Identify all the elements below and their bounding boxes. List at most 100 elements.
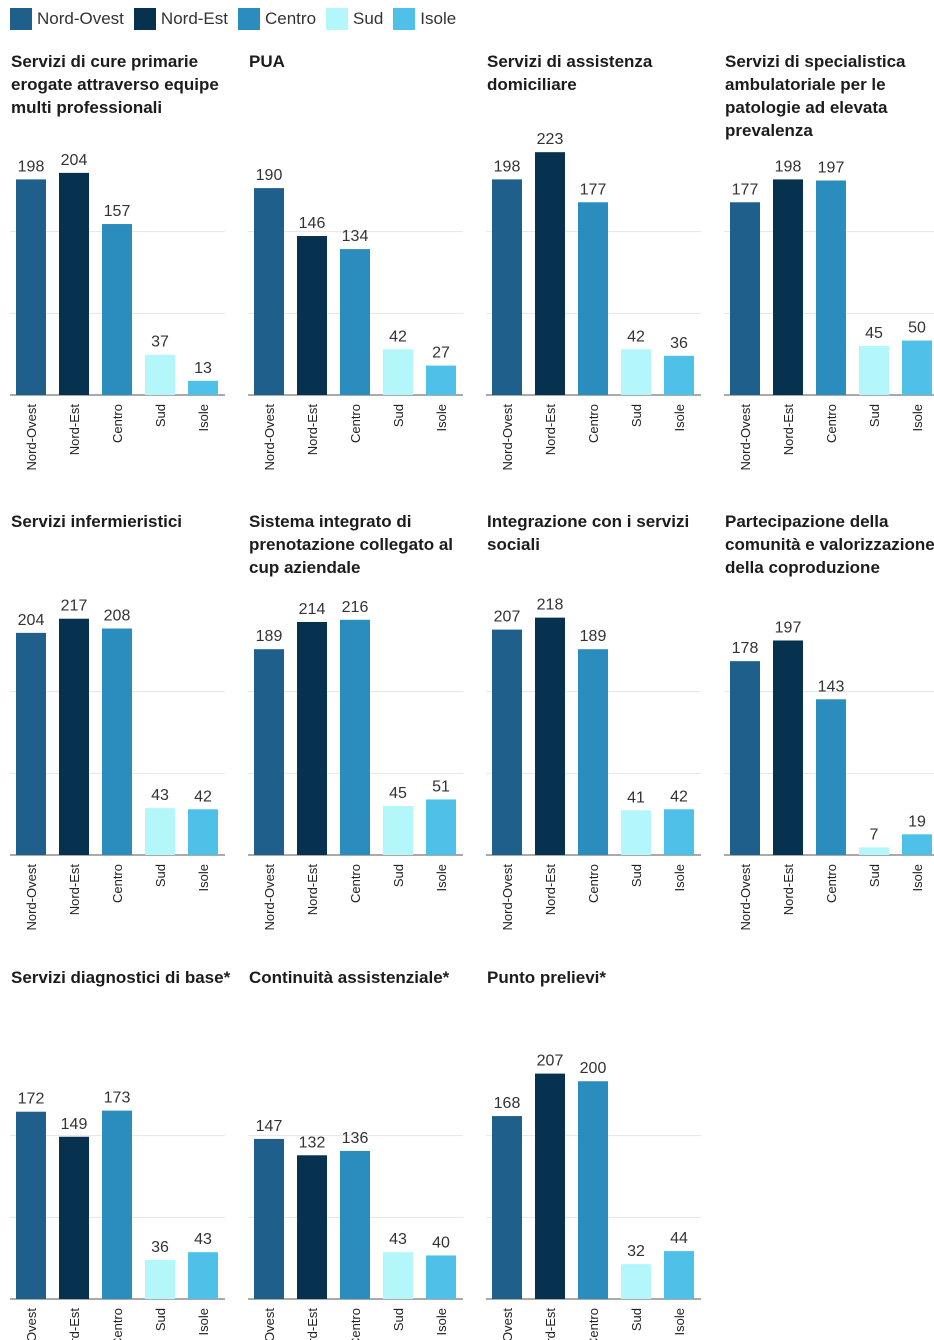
bar-isole	[664, 809, 694, 855]
x-tick-label: Sud	[391, 864, 406, 887]
x-tick-label: Nord-Ovest	[262, 1308, 277, 1340]
x-tick-label: Centro	[110, 404, 125, 443]
value-label: 200	[580, 1060, 607, 1077]
bar-nord-ovest	[730, 202, 760, 395]
x-tick-label: Nord-Ovest	[262, 864, 277, 931]
bar-sud	[383, 1252, 413, 1299]
x-tick-label: Centro	[824, 864, 839, 903]
value-label: 42	[670, 788, 688, 805]
bar-sud	[383, 349, 413, 395]
bar-isole	[426, 799, 456, 855]
x-tick-label: Nord-Est	[67, 404, 82, 456]
legend-label: Nord-Ovest	[37, 9, 124, 28]
bar-chart: 178 Nord-Ovest 197 Nord-Est 143 Centro 7 Sud 19 I…	[724, 619, 934, 930]
bar-nord-ovest	[492, 1116, 522, 1299]
bar-nord-ovest	[16, 1111, 46, 1299]
value-label: 204	[18, 612, 45, 629]
value-label: 168	[494, 1095, 521, 1112]
value-label: 146	[299, 215, 326, 232]
bar-centro	[816, 699, 846, 855]
bar-nord-est	[773, 640, 803, 855]
value-label: 43	[389, 1231, 407, 1248]
x-tick-label: Sud	[629, 1308, 644, 1331]
bar-sud	[145, 1259, 175, 1299]
value-label: 177	[732, 181, 759, 198]
value-label: 136	[342, 1130, 369, 1147]
x-tick-label: Centro	[110, 1308, 125, 1340]
bar-centro	[102, 1110, 132, 1299]
value-label: 208	[104, 608, 131, 625]
bar-sud	[621, 349, 651, 395]
x-tick-label: Isole	[672, 404, 687, 431]
chart-title: PUA	[249, 52, 285, 71]
bar-chart: 189 Nord-Ovest 214 Nord-Est 216 Centro 45 Sud 51…	[248, 599, 463, 930]
value-label: 45	[865, 325, 883, 342]
chart-title: Servizi di assistenza domiciliare	[487, 52, 653, 94]
value-label: 36	[151, 1239, 169, 1256]
value-label: 42	[194, 788, 212, 805]
value-label: 42	[389, 328, 407, 345]
value-label: 197	[775, 619, 802, 636]
x-tick-label: Nord-Ovest	[262, 404, 277, 471]
bar-chart: 190 Nord-Ovest 146 Nord-Est 134 Centro 42 Sud 27…	[248, 167, 463, 470]
bar-nord-est	[59, 1136, 89, 1299]
x-tick-label: Nord-Est	[67, 1308, 82, 1340]
x-tick-label: Centro	[110, 864, 125, 903]
value-label: 50	[908, 320, 926, 337]
value-label: 19	[908, 813, 926, 830]
bar-centro	[102, 224, 132, 395]
value-label: 217	[61, 598, 88, 615]
value-label: 177	[580, 181, 607, 198]
x-tick-label: Nord-Ovest	[24, 864, 39, 931]
legend-label: Sud	[353, 9, 384, 28]
legend: Nord-Ovest Nord-Est Centro Sud Isole	[10, 7, 466, 31]
value-label: 132	[299, 1134, 326, 1151]
legend-swatch-isole	[393, 8, 416, 30]
value-label: 218	[537, 597, 564, 614]
bar-nord-est	[297, 236, 327, 395]
chart-title: Partecipazione della comunità e valorizz…	[725, 512, 934, 577]
legend-swatch-sud	[326, 8, 349, 30]
legend-swatch-centro	[238, 8, 260, 30]
chart-title: Integrazione con i servizi sociali	[487, 512, 690, 554]
x-tick-label: Nord-Ovest	[24, 404, 39, 471]
x-tick-label: Centro	[348, 864, 363, 903]
bar-nord-est	[535, 1073, 565, 1299]
value-label: 41	[627, 789, 645, 806]
x-tick-label: Nord-Est	[305, 1308, 320, 1340]
x-tick-label: Centro	[348, 404, 363, 443]
x-tick-label: Nord-Est	[543, 404, 558, 456]
bar-isole	[664, 1251, 694, 1299]
bar-sud	[859, 346, 889, 395]
x-tick-label: Isole	[434, 1308, 449, 1335]
value-label: 143	[818, 678, 845, 695]
bar-nord-ovest	[730, 661, 760, 855]
bar-sud	[621, 1264, 651, 1299]
bar-sud	[383, 806, 413, 855]
value-label: 36	[670, 335, 688, 352]
value-label: 40	[432, 1234, 450, 1251]
value-label: 178	[732, 640, 759, 657]
x-tick-label: Isole	[910, 404, 925, 431]
value-label: 189	[256, 628, 283, 645]
legend-label: Centro	[265, 9, 317, 28]
value-label: 27	[432, 345, 450, 362]
chart-title: Punto prelievi*	[487, 968, 607, 987]
bar-centro	[578, 1081, 608, 1299]
x-tick-label: Isole	[434, 864, 449, 891]
x-tick-label: Isole	[910, 864, 925, 891]
value-label: 13	[194, 360, 212, 377]
x-tick-label: Sud	[629, 404, 644, 427]
bar-nord-est	[535, 152, 565, 395]
bar-isole	[188, 380, 218, 395]
value-label: 198	[775, 158, 802, 175]
bar-sud	[621, 810, 651, 855]
bar-nord-est	[59, 172, 89, 395]
x-tick-label: Centro	[824, 404, 839, 443]
bar-sud	[145, 354, 175, 395]
value-label: 44	[670, 1230, 688, 1247]
value-label: 214	[299, 601, 326, 618]
x-tick-label: Isole	[434, 404, 449, 431]
bar-nord-est	[297, 1155, 327, 1299]
bar-nord-ovest	[16, 179, 46, 395]
